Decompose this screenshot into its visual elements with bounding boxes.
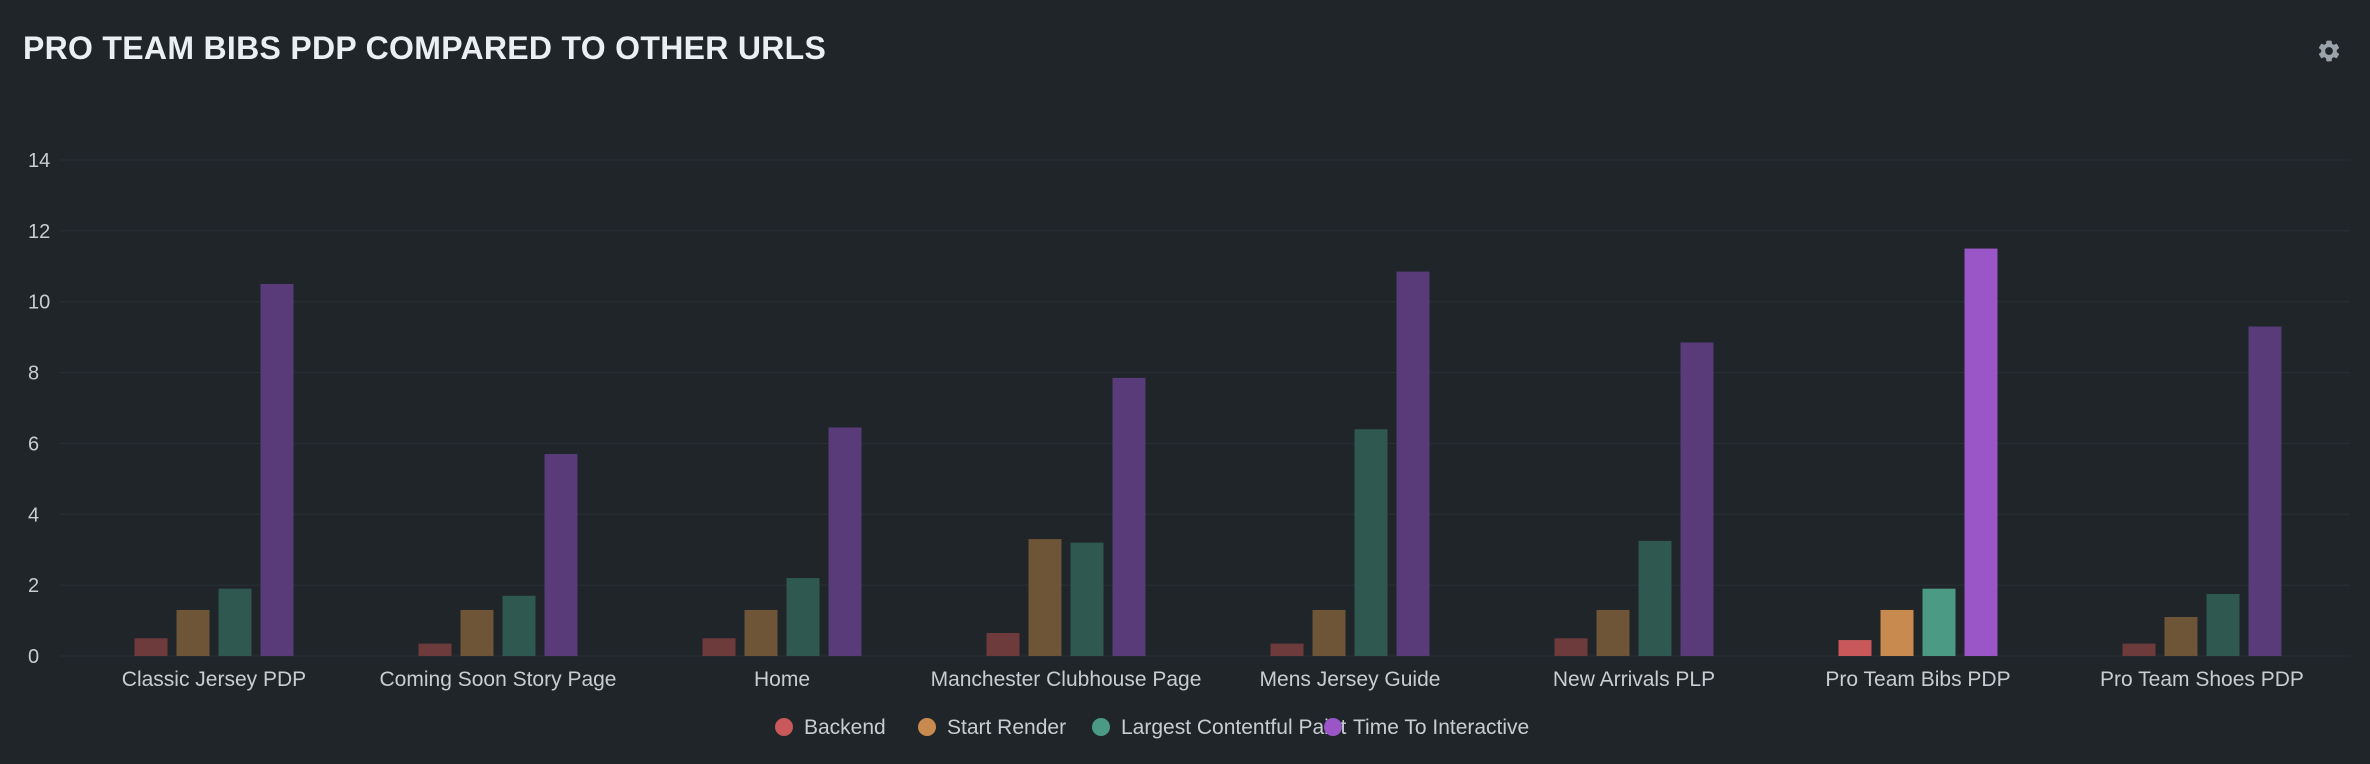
bar-start-render — [176, 609, 210, 656]
bar-largest-contentful-paint — [786, 578, 820, 656]
bar-backend — [1554, 638, 1588, 656]
x-tick-label: Mens Jersey Guide — [1260, 668, 1441, 691]
bar-start-render — [1028, 539, 1062, 656]
bar-time-to-interactive — [260, 284, 294, 656]
bar-start-render — [460, 609, 494, 656]
x-tick-label: Manchester Clubhouse Page — [931, 668, 1202, 691]
x-tick-label: Pro Team Bibs PDP — [1825, 668, 2010, 691]
bar-time-to-interactive — [1112, 377, 1146, 656]
bar-largest-contentful-paint — [502, 595, 536, 656]
bar-backend — [134, 638, 168, 656]
y-tick-label: 4 — [28, 504, 39, 526]
bar-backend — [418, 643, 452, 656]
legend-label: Backend — [804, 716, 886, 739]
bar-start-render — [1312, 609, 1346, 656]
bar-largest-contentful-paint — [1354, 429, 1388, 656]
bar-backend — [1838, 640, 1872, 656]
y-tick-label: 14 — [28, 150, 50, 172]
gear-icon[interactable] — [2316, 38, 2342, 64]
y-tick-label: 10 — [28, 292, 50, 314]
bar-start-render — [1596, 609, 1630, 656]
y-tick-label: 2 — [28, 575, 39, 597]
bar-backend — [702, 638, 736, 656]
bar-time-to-interactive — [1396, 271, 1430, 656]
y-tick-label: 0 — [28, 646, 39, 668]
bar-largest-contentful-paint — [218, 588, 252, 656]
legend-label: Largest Contentful Paint — [1121, 716, 1346, 739]
chart-title: PRO TEAM BIBS PDP COMPARED TO OTHER URLS — [23, 30, 827, 66]
bar-backend — [1270, 643, 1304, 656]
x-tick-label: Home — [754, 668, 810, 691]
x-tick-label: Coming Soon Story Page — [380, 668, 617, 691]
bar-time-to-interactive — [1964, 248, 1998, 657]
bar-start-render — [744, 609, 778, 656]
bar-time-to-interactive — [2248, 326, 2282, 656]
bar-time-to-interactive — [544, 454, 578, 656]
y-tick-label: 12 — [28, 221, 50, 243]
bar-largest-contentful-paint — [1922, 588, 1956, 656]
legend-swatch — [918, 718, 936, 736]
bar-time-to-interactive — [828, 427, 862, 656]
bar-backend — [986, 632, 1020, 656]
bar-start-render — [1880, 609, 1914, 656]
y-tick-label: 8 — [28, 363, 39, 385]
x-tick-label: New Arrivals PLP — [1553, 668, 1715, 691]
x-tick-label: Pro Team Shoes PDP — [2100, 668, 2304, 691]
bar-start-render — [2164, 617, 2198, 656]
bar-backend — [2122, 643, 2156, 656]
legend-swatch — [1092, 718, 1110, 736]
bar-largest-contentful-paint — [2206, 594, 2240, 656]
legend-swatch — [1324, 718, 1342, 736]
bar-largest-contentful-paint — [1070, 542, 1104, 656]
bar-largest-contentful-paint — [1638, 540, 1672, 656]
legend-label: Time To Interactive — [1353, 716, 1529, 739]
x-tick-label: Classic Jersey PDP — [122, 668, 306, 691]
bar-time-to-interactive — [1680, 342, 1714, 656]
legend-label: Start Render — [947, 716, 1066, 739]
y-tick-label: 6 — [28, 433, 39, 455]
legend-swatch — [775, 718, 793, 736]
